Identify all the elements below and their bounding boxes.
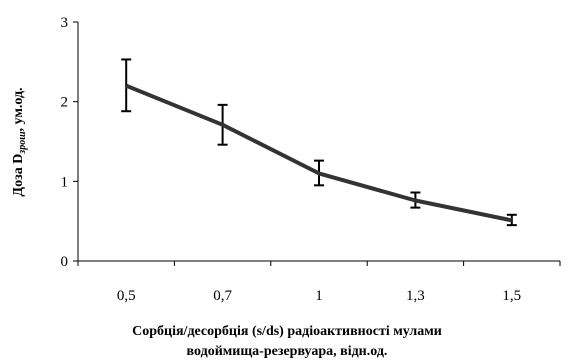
- x-tick-label: 0,7: [213, 288, 232, 304]
- series-line: [125, 83, 513, 223]
- x-axis-label-line-2: водоймища-резервуара, відн.од.: [187, 344, 388, 359]
- y-tick-label: 0: [61, 254, 69, 270]
- x-tick-label: 1: [315, 288, 323, 304]
- y-axis-label-prefix: Доза D: [11, 154, 26, 197]
- x-axis-ticks: 0,5 0,7 1 1,3 1,5: [77, 261, 561, 304]
- y-axis-label-subscript: зрош: [17, 131, 28, 154]
- y-tick-label: 1: [61, 174, 69, 190]
- y-axis-label: Доза Dзрош, ум.од.: [11, 87, 28, 196]
- y-tick-label: 3: [61, 15, 69, 31]
- y-axis-label-suffix: , ум.од.: [11, 87, 26, 131]
- axes: [77, 22, 560, 262]
- x-axis-label-line-1: Сорбція/десорбція (s/ds) радіоактивності…: [132, 324, 442, 339]
- x-tick-label: 1,3: [406, 288, 425, 304]
- y-tick-label: 2: [61, 95, 69, 111]
- error-bar: [121, 58, 132, 113]
- error-bars: [121, 58, 517, 227]
- y-axis-ticks: 0 1 2 3: [61, 15, 78, 270]
- x-tick-label: 0,5: [117, 288, 136, 304]
- x-tick-label: 1,5: [502, 288, 521, 304]
